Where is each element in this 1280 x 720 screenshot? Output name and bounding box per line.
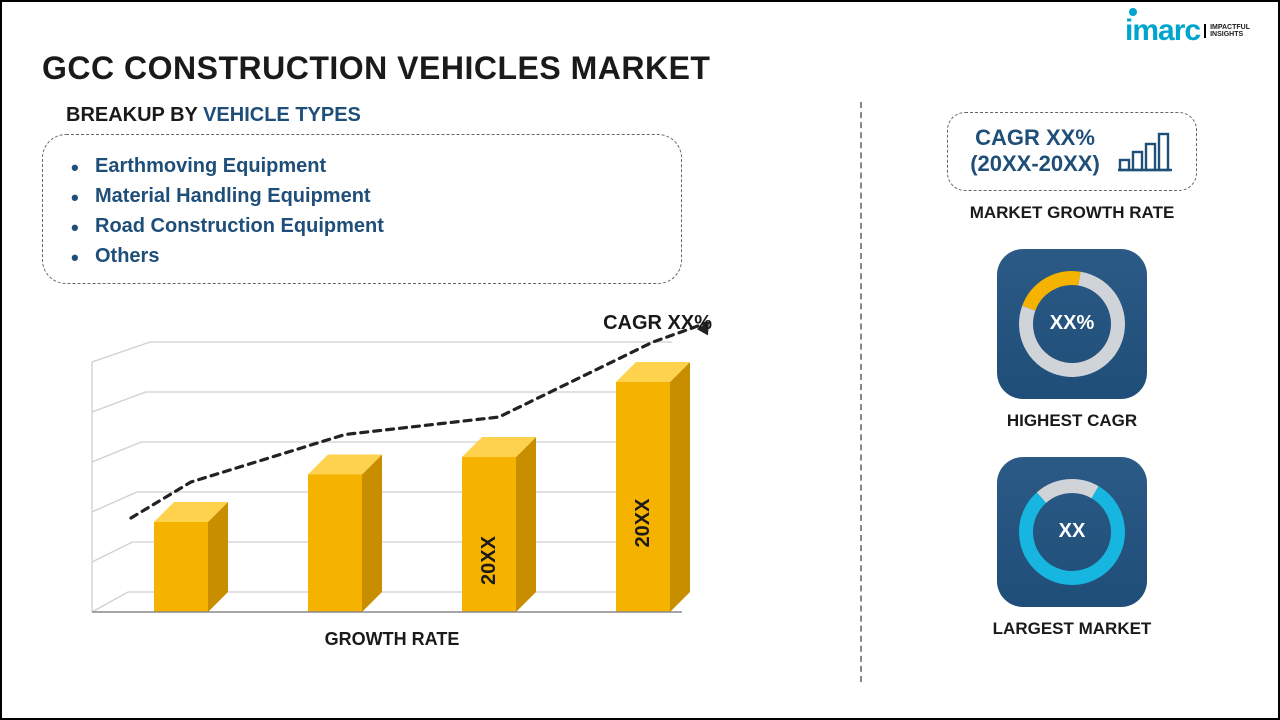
breakup-item: Others <box>71 241 653 271</box>
vertical-divider <box>860 102 862 682</box>
breakup-list: Earthmoving EquipmentMaterial Handling E… <box>71 151 653 271</box>
right-column: CAGR XX%(20XX-20XX) MARKET GROWTH RATE X… <box>902 112 1242 639</box>
svg-text:20XX: 20XX <box>478 535 500 585</box>
cagr-annotation: CAGR XX% <box>603 312 712 335</box>
breakup-item: Road Construction Equipment <box>71 211 653 241</box>
growth-chart-xlabel: GROWTH RATE <box>325 629 460 650</box>
logo-dot-icon <box>1129 8 1137 16</box>
svg-text:20XX: 20XX <box>632 498 654 548</box>
logo-tagline: IMPACTFULINSIGHTS <box>1204 24 1250 38</box>
breakup-box: Earthmoving EquipmentMaterial Handling E… <box>42 134 682 284</box>
largest-market-tile: XX <box>997 457 1147 607</box>
growth-chart-svg: 20XX 20XX <box>62 322 722 632</box>
cagr-summary-box: CAGR XX%(20XX-20XX) <box>947 112 1197 191</box>
highest-cagr-value: XX% <box>1050 312 1094 335</box>
growth-rate-chart: CAGR XX% 20XX20XX GROWTH RATE <box>62 322 722 662</box>
brand-logo: imarc IMPACTFULINSIGHTS <box>1125 14 1250 48</box>
largest-market-label: LARGEST MARKET <box>993 619 1152 639</box>
breakup-item: Material Handling Equipment <box>71 181 653 211</box>
growth-bars-icon <box>1118 128 1174 174</box>
market-growth-rate-label: MARKET GROWTH RATE <box>970 203 1175 223</box>
cagr-box-text: CAGR XX%(20XX-20XX) <box>970 125 1100 178</box>
highest-cagr-tile: XX% <box>997 249 1147 399</box>
breakup-subtitle: BREAKUP BY VEHICLE TYPES <box>66 104 361 127</box>
breakup-item: Earthmoving Equipment <box>71 151 653 181</box>
logo-text: imarc <box>1125 14 1200 47</box>
largest-market-value: XX <box>1059 520 1086 543</box>
page-title: GCC CONSTRUCTION VEHICLES MARKET <box>42 50 710 87</box>
highest-cagr-label: HIGHEST CAGR <box>1007 411 1137 431</box>
